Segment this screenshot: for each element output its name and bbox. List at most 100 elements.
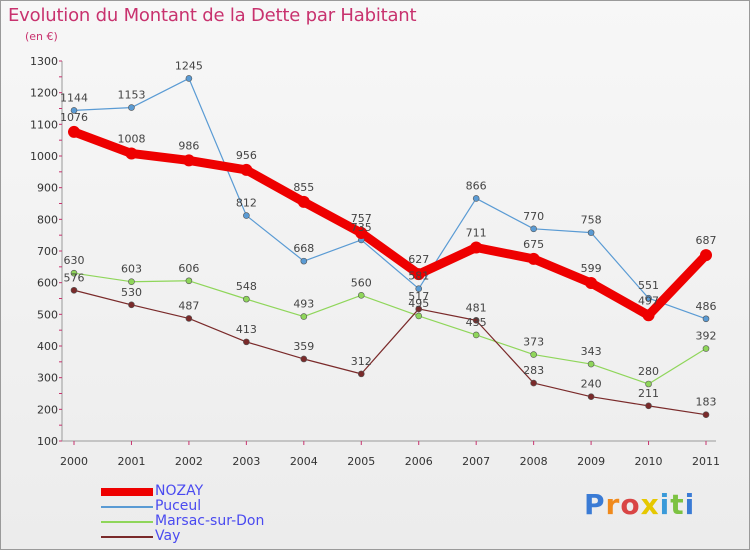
data-point [645, 294, 652, 302]
data-label: 627 [408, 253, 429, 266]
y-tick-label: 500 [37, 308, 58, 321]
data-point [357, 370, 365, 378]
x-tick-label: 2004 [290, 455, 318, 468]
y-tick-label: 700 [37, 245, 58, 258]
data-label: 711 [466, 227, 487, 240]
data-label: 551 [638, 279, 659, 292]
data-point [297, 195, 310, 208]
line-chart: 1002003004005006007008009001000110012001… [30, 55, 720, 468]
data-label: 1153 [117, 89, 145, 102]
data-point [472, 195, 480, 202]
data-label: 343 [581, 345, 602, 358]
data-point [125, 147, 138, 160]
proxiti-logo: Proxiti [584, 488, 696, 521]
data-point [412, 268, 425, 281]
data-point [300, 355, 308, 363]
y-tick-label: 1200 [30, 87, 58, 100]
data-label: 687 [696, 234, 717, 247]
data-point [357, 292, 365, 299]
data-point [470, 241, 483, 254]
x-tick-label: 2010 [635, 455, 663, 468]
data-label: 283 [523, 364, 544, 377]
data-label: 497 [638, 294, 659, 307]
data-label: 812 [236, 197, 257, 210]
data-label: 735 [351, 221, 372, 234]
data-point [472, 317, 480, 324]
data-label: 757 [351, 212, 372, 225]
y-tick-label: 1100 [30, 118, 58, 131]
legend-label: Puceul [155, 498, 202, 514]
data-point [185, 277, 193, 285]
data-point [702, 345, 710, 352]
data-point [128, 301, 135, 309]
legend-swatch [101, 536, 153, 538]
legend-label: NOZAY [155, 483, 204, 499]
data-label: 435 [466, 316, 487, 329]
data-label: 517 [408, 290, 429, 303]
data-point [700, 249, 712, 262]
data-point [642, 309, 655, 322]
data-point [68, 125, 80, 138]
data-label: 359 [293, 340, 314, 353]
data-point [300, 257, 308, 265]
y-tick-label: 200 [37, 403, 58, 416]
data-point [182, 154, 195, 167]
x-tick-label: 2000 [60, 455, 88, 468]
data-label: 486 [696, 300, 717, 313]
y-tick-label: 600 [37, 277, 58, 290]
data-label: 606 [178, 262, 199, 275]
data-point [472, 331, 480, 339]
data-label: 576 [64, 271, 85, 284]
chart-unit: (en €) [25, 30, 58, 43]
data-point [128, 104, 135, 111]
series-line-nozay [69, 127, 711, 320]
x-tick-label: 2001 [117, 455, 145, 468]
data-point [527, 252, 540, 265]
data-point [587, 393, 595, 400]
data-label: 312 [351, 355, 372, 368]
data-label: 548 [236, 280, 257, 293]
data-point [243, 295, 250, 303]
data-point [70, 107, 78, 114]
data-label: 956 [236, 149, 257, 162]
data-point [645, 380, 652, 388]
legend-label: Marsac-sur-Don [155, 513, 265, 529]
data-label: 866 [466, 179, 487, 192]
x-tick-label: 2009 [577, 455, 605, 468]
data-point [185, 315, 193, 322]
data-point [240, 163, 253, 176]
y-tick-label: 300 [37, 372, 58, 385]
data-label: 530 [121, 286, 142, 299]
data-label: 581 [408, 270, 429, 283]
y-tick-label: 900 [37, 182, 58, 195]
y-tick-label: 100 [37, 435, 58, 448]
data-label: 1245 [175, 59, 203, 72]
data-label: 1076 [60, 111, 88, 124]
data-point [300, 313, 308, 320]
data-label: 183 [696, 396, 717, 409]
series-line-marsac-sur-don [73, 272, 707, 385]
data-point [587, 229, 595, 236]
data-point [70, 269, 78, 277]
x-tick-label: 2005 [347, 455, 375, 468]
data-point [243, 338, 250, 346]
data-point [585, 276, 598, 289]
y-tick-label: 1300 [30, 55, 58, 68]
data-point [415, 305, 423, 313]
data-point [587, 360, 595, 368]
data-label: 481 [466, 301, 487, 314]
data-label: 240 [581, 378, 602, 391]
legend-swatch [101, 488, 153, 496]
data-point [530, 351, 537, 358]
data-point [355, 226, 368, 239]
x-tick-label: 2002 [175, 455, 203, 468]
legend-swatch [101, 506, 153, 508]
data-point [128, 278, 135, 286]
data-label: 758 [581, 214, 602, 227]
data-label: 599 [581, 262, 602, 275]
data-label: 495 [408, 297, 429, 310]
data-label: 487 [178, 299, 199, 312]
data-label: 211 [638, 387, 659, 400]
data-point [702, 315, 710, 323]
data-label: 630 [64, 254, 85, 267]
